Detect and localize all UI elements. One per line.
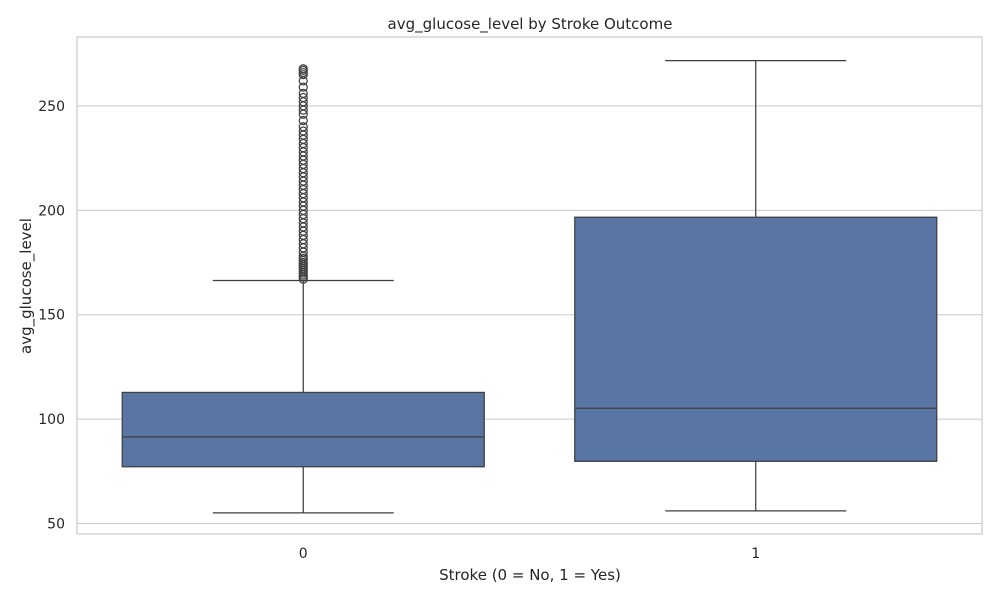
x-tick-label: 0 [299,546,308,562]
y-tick-label: 250 [38,99,65,115]
outlier-point [298,122,308,132]
x-axis-label: Stroke (0 = No, 1 = Yes) [439,566,621,584]
chart-title: avg_glucose_level by Stroke Outcome [388,15,673,34]
y-tick-label: 150 [38,308,65,324]
outlier-point [298,126,308,136]
box-iqr [574,216,938,462]
outlier-point [298,82,308,92]
plot-area: 50 100 150 200 250 0 1 [38,36,983,562]
y-tick-label: 200 [38,203,65,219]
y-tick-label: 50 [47,517,65,533]
outlier-point [298,92,308,103]
box-iqr [121,391,485,468]
outlier-point [298,88,308,99]
y-axis-label: avg_glucose_level [17,218,36,354]
y-tick-label: 100 [38,412,65,428]
x-tick-label: 1 [751,546,760,562]
outlier-point [298,64,308,74]
plot-frame [76,36,983,535]
outlier-point [298,115,308,126]
